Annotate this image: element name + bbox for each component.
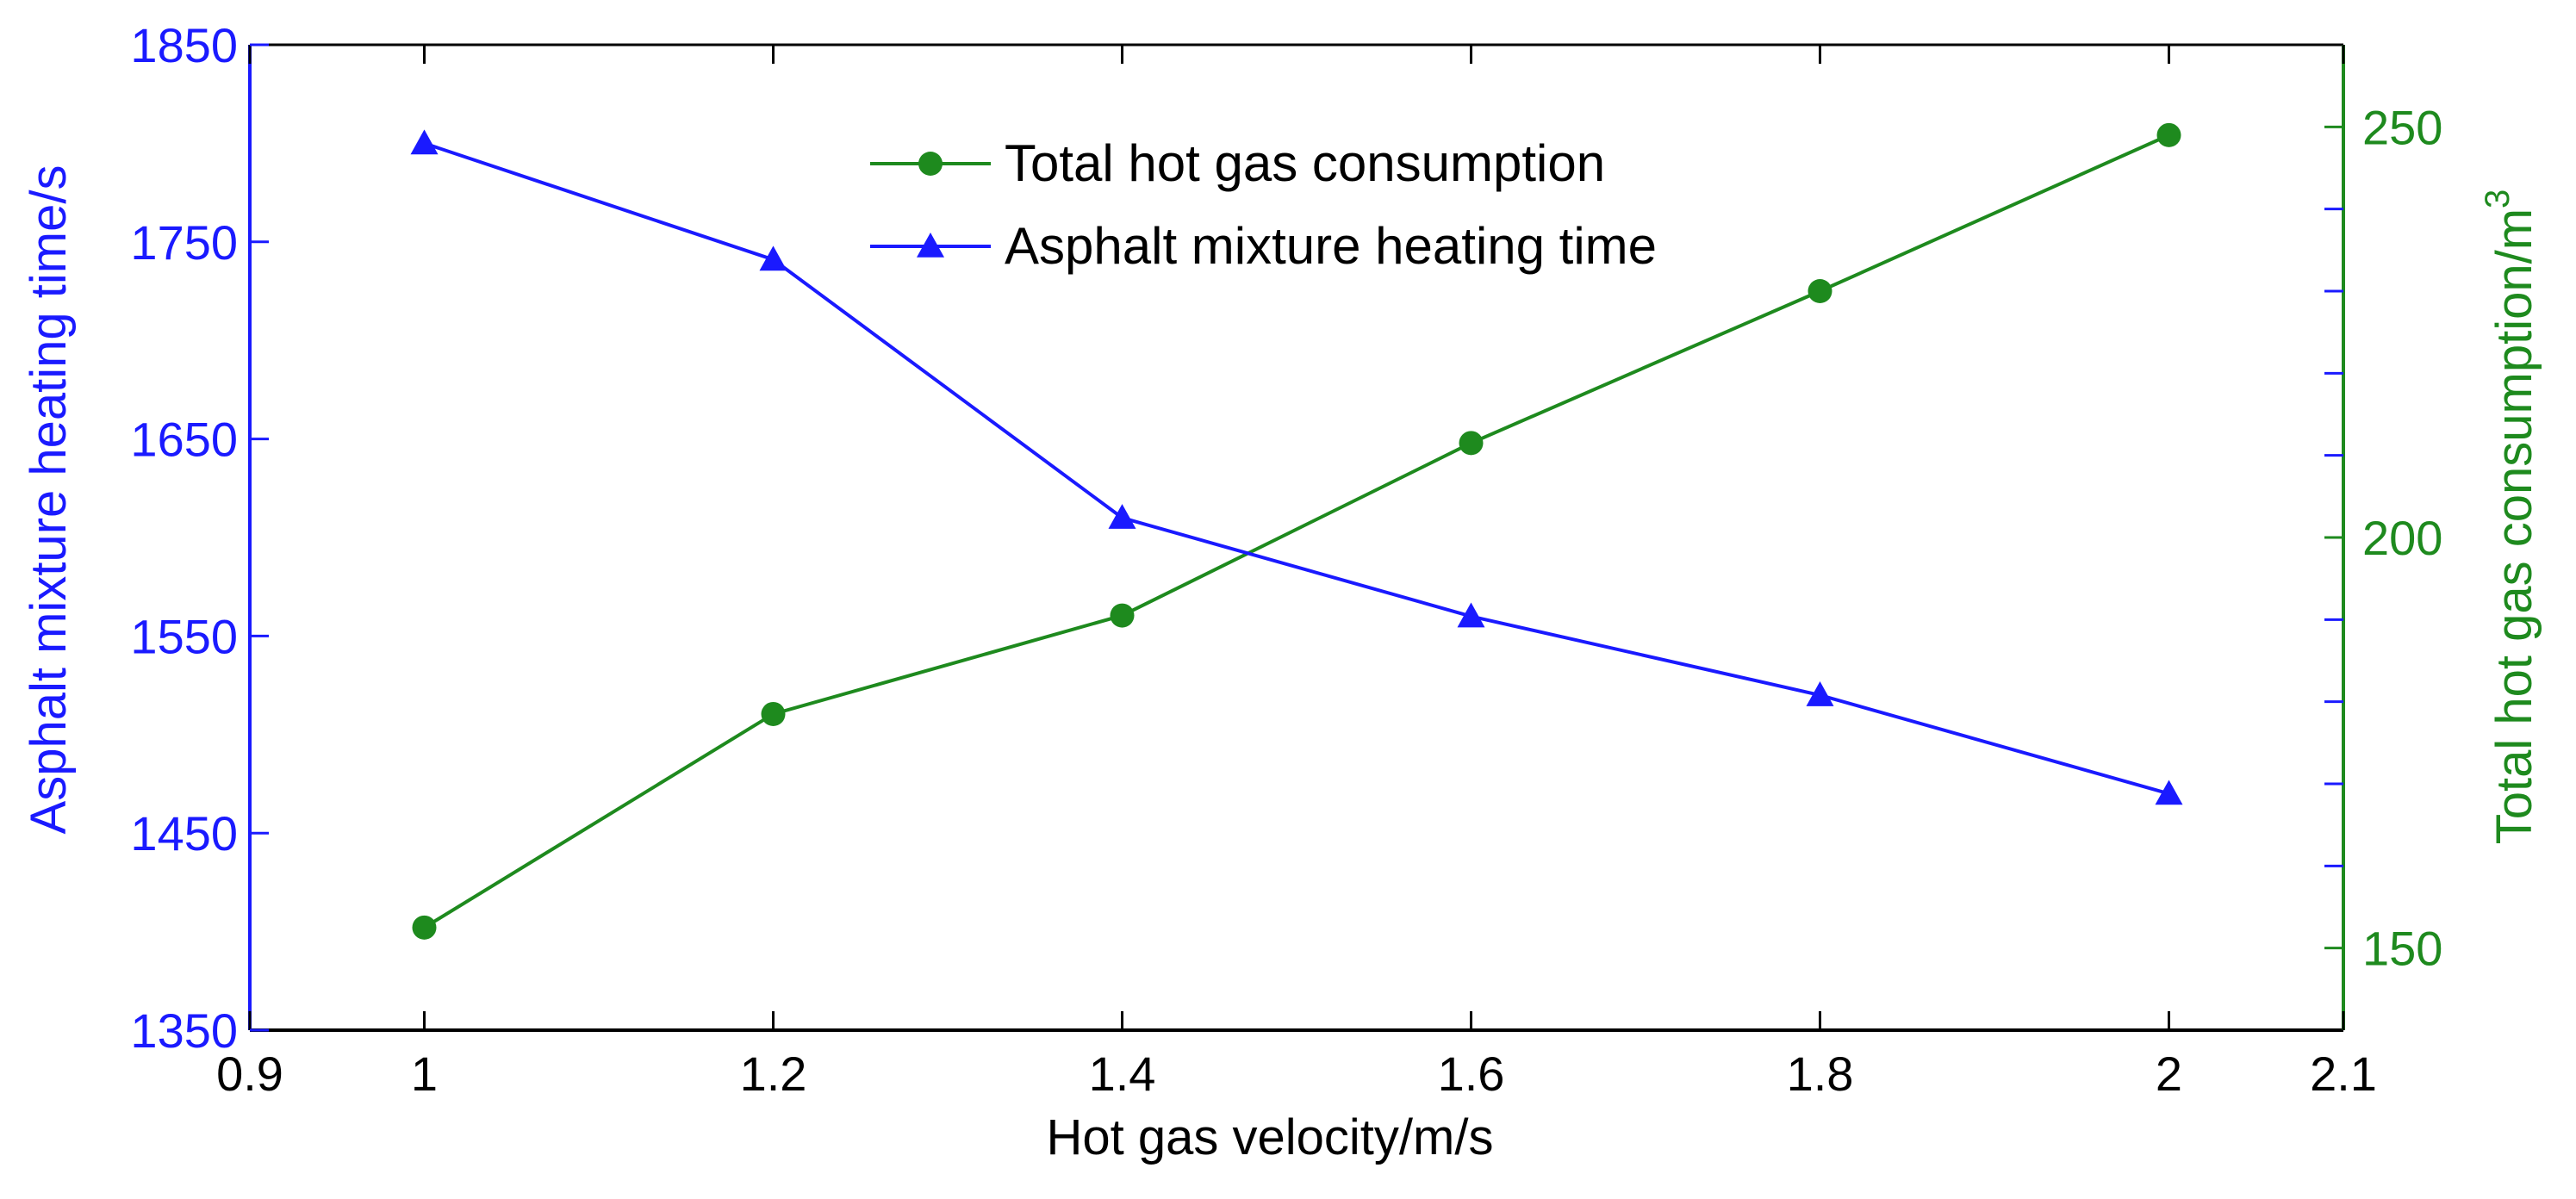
gas-consumption-point [1459, 431, 1484, 456]
heating-time-point [1108, 504, 1136, 529]
legend-entry-label: Asphalt mixture heating time [1005, 217, 1657, 275]
x-tick-label: 0.9 [216, 1047, 283, 1101]
y-axis-right-title: Total hot gas consumption/m3 [2479, 189, 2542, 845]
axis-ticks: 0.9 1 1.2 1.4 1.6 1.8 2 2.1 1350 1450 1550 1650 1750… [130, 18, 2442, 1101]
x-tick-label: 2 [2156, 1047, 2182, 1101]
heating-time-point [1457, 602, 1485, 628]
gas-consumption-point [1808, 279, 1832, 303]
gas-consumption-point [412, 915, 437, 940]
x-tick-label: 1.2 [740, 1047, 807, 1101]
legend-marker-triangle [917, 233, 944, 258]
gas-consumption-point [1110, 603, 1135, 628]
heating-time-point [2155, 780, 2183, 805]
x-tick-label: 1.8 [1787, 1047, 1854, 1101]
y-left-tick-label: 1550 [130, 609, 238, 663]
y-left-tick-label: 1850 [130, 18, 238, 72]
gas-consumption-point [2156, 122, 2181, 147]
plot-frame [248, 43, 2345, 1032]
y-left-tick-label: 1650 [130, 413, 238, 467]
legend-marker-circle [918, 152, 943, 176]
y-right-tick-label: 150 [2362, 922, 2442, 976]
y-right-tick-label: 250 [2362, 100, 2442, 154]
x-axis-title: Hot gas velocity/m/s [1047, 1109, 1494, 1165]
heating-time-point [410, 129, 439, 155]
x-tick-label: 2.1 [2310, 1047, 2377, 1101]
y-axis-right-title-superscript: 3 [2479, 189, 2517, 208]
x-tick-label: 1 [411, 1047, 438, 1101]
gas-consumption-point [761, 701, 786, 726]
x-tick-label: 1.4 [1089, 1047, 1156, 1101]
y-axis-right-title-main: Total hot gas consumption/m [2486, 208, 2542, 844]
y-axis-left-title: Asphalt mixture heating time/s [21, 165, 77, 835]
series-lines [410, 122, 2183, 940]
y-left-tick-label: 1750 [130, 215, 238, 270]
heating-time-point [1806, 681, 1834, 706]
heating-time-line [423, 141, 2170, 796]
legend: Total hot gas consumption Asphalt mixture… [870, 134, 1657, 275]
heating-time-point [759, 245, 787, 271]
y-left-tick-label: 1450 [130, 806, 238, 860]
gas-consumption-line [423, 134, 2170, 929]
legend-entry-label: Total hot gas consumption [1005, 134, 1605, 192]
y-left-tick-label: 1350 [130, 1003, 238, 1058]
x-tick-label: 1.6 [1438, 1047, 1505, 1101]
y-right-tick-label: 200 [2362, 511, 2442, 565]
